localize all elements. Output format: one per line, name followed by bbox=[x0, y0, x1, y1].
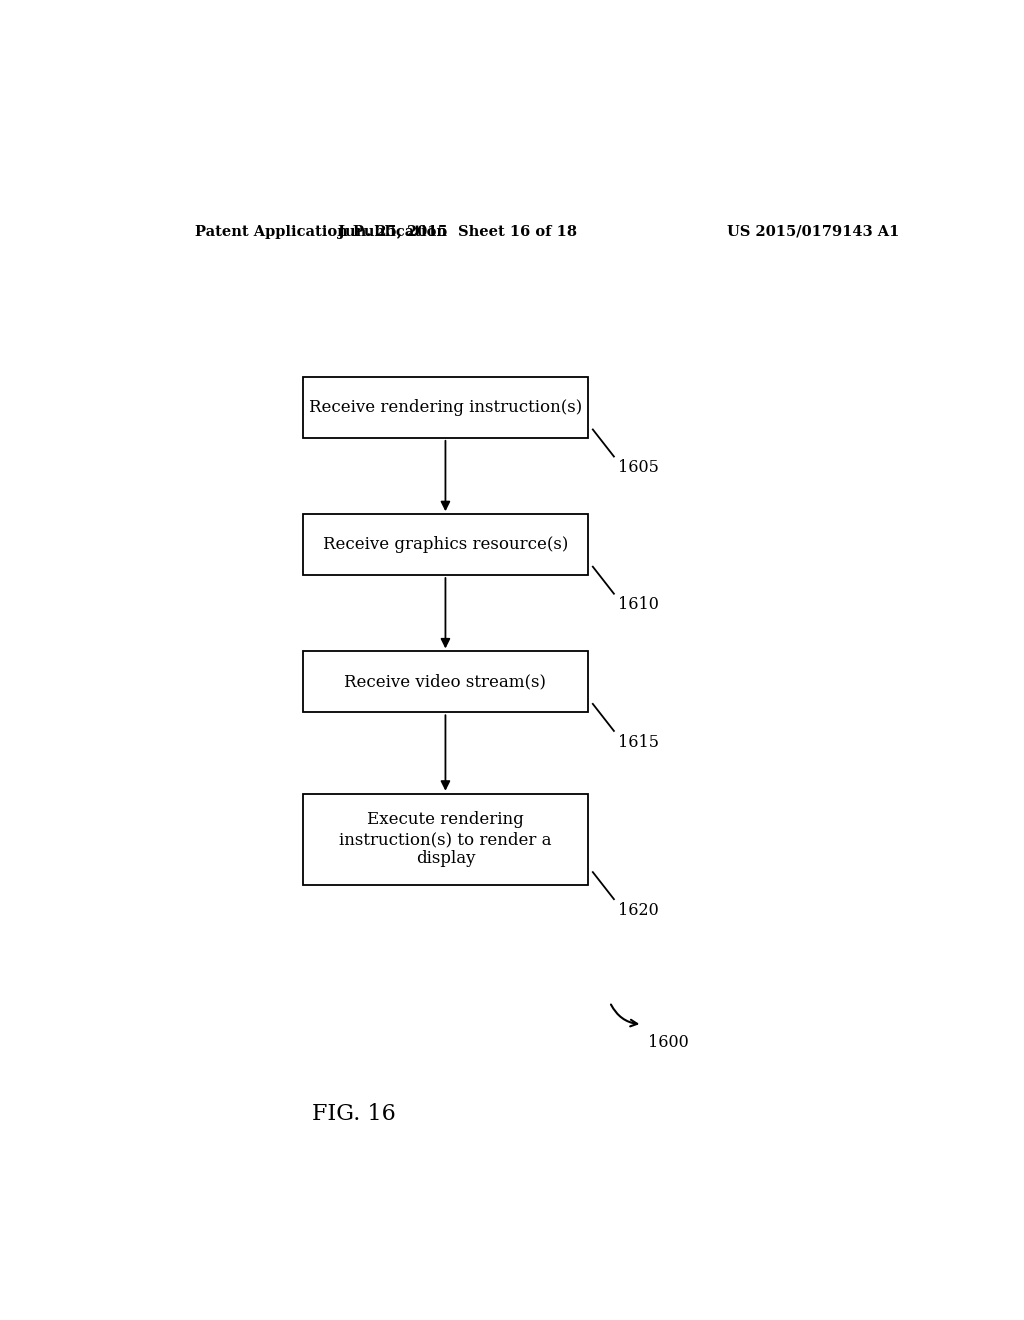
Bar bbox=[303, 651, 588, 713]
Text: Jun. 25, 2015  Sheet 16 of 18: Jun. 25, 2015 Sheet 16 of 18 bbox=[338, 224, 577, 239]
Text: 1620: 1620 bbox=[618, 902, 659, 919]
Text: Execute rendering
instruction(s) to render a
display: Execute rendering instruction(s) to rend… bbox=[339, 812, 552, 867]
Text: FIG. 16: FIG. 16 bbox=[312, 1102, 396, 1125]
Text: 1610: 1610 bbox=[618, 597, 659, 614]
Text: 1600: 1600 bbox=[648, 1034, 688, 1051]
Text: Receive rendering instruction(s): Receive rendering instruction(s) bbox=[309, 399, 582, 416]
Bar bbox=[303, 515, 588, 576]
Text: Receive graphics resource(s): Receive graphics resource(s) bbox=[323, 536, 568, 553]
Text: 1605: 1605 bbox=[618, 459, 659, 477]
Text: Patent Application Publication: Patent Application Publication bbox=[196, 224, 447, 239]
Text: 1615: 1615 bbox=[618, 734, 659, 751]
Text: US 2015/0179143 A1: US 2015/0179143 A1 bbox=[727, 224, 899, 239]
Text: Receive video stream(s): Receive video stream(s) bbox=[344, 673, 547, 690]
Bar bbox=[303, 793, 588, 886]
Bar bbox=[303, 378, 588, 438]
